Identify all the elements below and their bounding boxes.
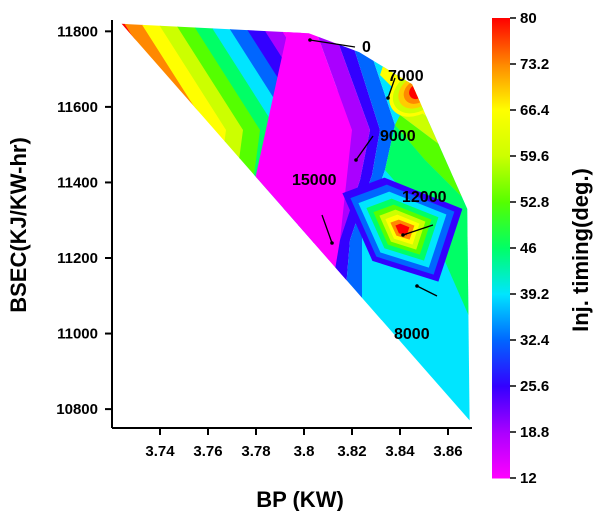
contour-band [190,23,278,130]
colorbar-ticks: 12 18.8 25.6 32.4 39.2 46 52.8 59.6 66.4 73.2 80 [510,10,550,487]
colorbar-segment [492,248,510,295]
contour-band [156,23,244,130]
colorbar-segment [492,110,510,157]
contour-label: 9000 [380,128,416,145]
colorbar-tick-label: 80 [520,10,537,27]
colorbar-segment [492,202,510,249]
contour-band [173,23,261,130]
annotation-arrow-head [308,38,312,42]
annotation-arrow-head [330,241,334,245]
x-tick-label: 3.82 [337,443,366,460]
annotation-arrow [402,224,434,236]
x-ticks: 3.74 3.76 3.78 3.8 3.82 3.84 3.86 [145,428,463,460]
contour-ring [395,223,410,236]
x-tick-label: 3.76 [193,443,222,460]
colorbar-tick-label: 12 [520,470,537,487]
annotation-arrow [321,214,333,244]
colorbar-segment [492,294,510,341]
contour-band [395,115,470,230]
x-tick-label: 3.74 [145,443,175,460]
colorbar-tick-label: 66.4 [520,102,550,119]
x-tick-label: 3.86 [433,443,462,460]
colorbar [492,18,510,479]
y-tick-label: 11600 [57,99,98,116]
colorbar-tick-label: 18.8 [520,424,549,441]
contour-label: 15000 [292,172,337,189]
contour-label: 8000 [394,326,430,343]
x-tick-label: 3.78 [241,443,270,460]
y-tick-label: 10800 [56,401,98,418]
colorbar-segment [492,156,510,203]
annotation-arrow-head [401,233,405,237]
contour-band [300,23,370,421]
contour-label: 12000 [402,189,447,206]
colorbar-tick-label: 73.2 [520,56,549,73]
annotation-arrow [309,39,356,48]
annotation-arrow-head [354,158,358,162]
contour-label: 0 [362,39,371,56]
annotation-arrow [355,135,374,161]
colorbar-tick-label: 52.8 [520,194,549,211]
annotation-arrow [416,285,438,297]
x-axis-title: BP (KW) [256,487,344,511]
x-tick-label: 3.84 [385,443,415,460]
colorbar-segment [492,432,510,479]
colorbar-tick-label: 59.6 [520,148,549,165]
colorbar-tick-label: 25.6 [520,378,549,395]
colorbar-segment [492,386,510,433]
y-ticks: 10800 11000 11200 11400 11600 11800 [56,23,112,418]
y-tick-label: 11400 [57,174,98,191]
y-tick-label: 11800 [57,23,98,40]
annotation-arrows [308,38,438,297]
colorbar-segment [492,64,510,111]
contour-band [139,23,227,130]
x-tick-label: 3.8 [294,443,315,460]
y-axis-title: BSEC(KJ/KW-hr) [6,137,31,313]
annotation-arrow-head [415,284,419,288]
colorbar-tick-label: 46 [520,240,537,257]
annotation-arrow-head [386,96,390,100]
colorbar-segment [492,340,510,387]
colorbar-segment [492,18,510,65]
colorbar-tick-label: 39.2 [520,286,549,303]
colorbar-title: Inj. timing(deg.) [568,168,593,332]
contour-band [400,100,470,210]
contour-label: 7000 [388,68,424,85]
colorbar-tick-label: 32.4 [520,332,550,349]
contour-labels: 0 7000 9000 15000 12000 8000 [292,39,447,343]
y-tick-label: 11000 [57,326,98,343]
y-tick-label: 11200 [57,250,98,267]
annotation-arrow [387,77,396,99]
